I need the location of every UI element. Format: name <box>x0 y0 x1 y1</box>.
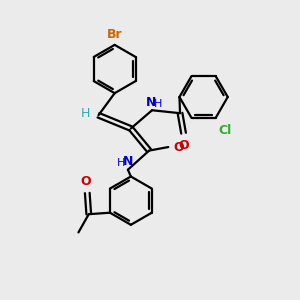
Text: N: N <box>146 96 156 109</box>
Text: O: O <box>178 139 189 152</box>
Text: H: H <box>154 99 163 109</box>
Text: H: H <box>117 158 126 168</box>
Text: H: H <box>81 107 90 120</box>
Text: N: N <box>123 155 134 168</box>
Text: O: O <box>174 141 184 154</box>
Text: Cl: Cl <box>219 124 232 137</box>
Text: O: O <box>80 175 91 188</box>
Text: Br: Br <box>107 28 122 41</box>
